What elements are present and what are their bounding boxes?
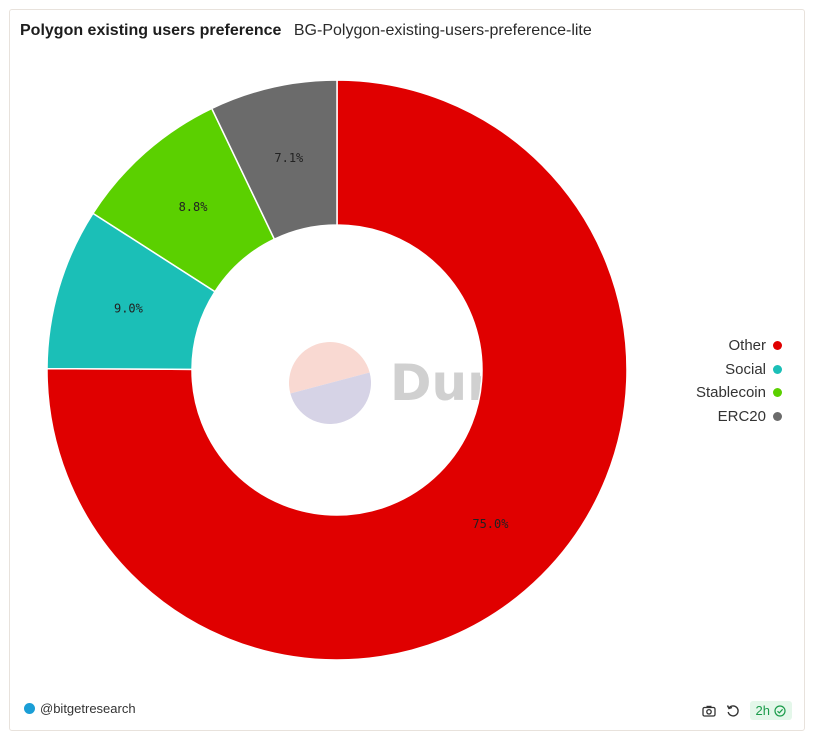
legend-item-erc20[interactable]: ERC20 — [696, 405, 782, 429]
legend-dot-icon — [773, 388, 782, 398]
slice-label-stablecoin: 8.8% — [179, 200, 209, 214]
refresh-icon[interactable] — [726, 704, 740, 718]
author-name[interactable]: @bitgetresearch — [40, 701, 136, 716]
legend-dot-icon — [773, 341, 782, 351]
legend-dot-icon — [773, 411, 782, 421]
slice-label-social: 9.0% — [114, 301, 144, 315]
legend-dot-icon — [773, 364, 782, 374]
bitget-logo-icon — [24, 703, 35, 714]
slice-label-other: 75.0% — [472, 517, 509, 531]
slice-label-erc20: 7.1% — [274, 151, 304, 165]
chart-legend: Other Social Stablecoin ERC20 — [696, 334, 782, 428]
chart-subtitle: BG-Polygon-existing-users-preference-lit… — [293, 22, 592, 39]
slice-erc20[interactable] — [210, 79, 338, 241]
legend-label: Social — [725, 360, 766, 378]
legend-item-other[interactable]: Other — [696, 334, 782, 358]
legend-label: Stablecoin — [695, 384, 766, 401]
slice-other[interactable] — [46, 79, 628, 661]
author-info[interactable]: @bitgetresearch — [24, 701, 136, 716]
legend-item-stablecoin[interactable]: Stablecoin — [696, 381, 782, 405]
legend-label: ERC20 — [717, 407, 766, 425]
legend-item-social[interactable]: Social — [696, 358, 782, 382]
chart-header: Polygon existing users preference BG-Pol… — [20, 22, 592, 40]
chart-title: Polygon existing users preference — [20, 22, 282, 39]
legend-label: Other — [728, 337, 766, 354]
dune-logo-top-icon — [289, 342, 370, 394]
dune-logo-bottom-icon — [290, 372, 371, 424]
refresh-badge[interactable]: 2h — [749, 701, 792, 720]
camera-icon[interactable] — [701, 705, 716, 717]
footer-actions: 2h — [701, 701, 792, 720]
check-circle-icon — [774, 704, 786, 717]
donut-chart: Dune 75.0%9.0%8.8%7.1% — [46, 79, 628, 661]
refresh-interval: 2h — [755, 703, 770, 718]
chart-card: Polygon existing users preference BG-Pol… — [9, 9, 805, 731]
